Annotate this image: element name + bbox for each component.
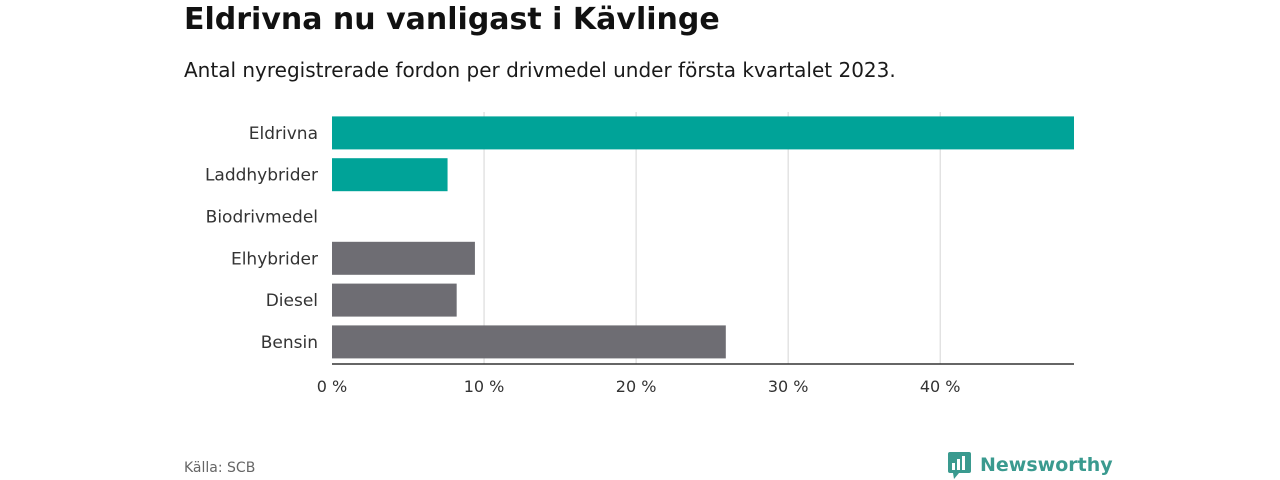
category-label: Laddhybrider (205, 166, 318, 186)
category-label: Biodrivmedel (206, 208, 318, 228)
category-label: Diesel (266, 291, 318, 311)
category-labels: Eldrivna Laddhybrider Biodrivmedel Elhybrid… (205, 124, 318, 353)
category-label: Eldrivna (249, 124, 318, 144)
brand-logo[interactable]: Newsworthy (947, 451, 1113, 479)
x-tick-label: 20 % (616, 377, 657, 396)
category-label: Elhybrider (231, 249, 318, 269)
x-tick-label: 10 % (464, 377, 505, 396)
bars (332, 116, 1074, 359)
grid-lines (483, 112, 941, 364)
newsworthy-logo-icon (948, 452, 971, 479)
bar[interactable] (332, 283, 457, 317)
x-tick-label: 40 % (920, 377, 961, 396)
bar[interactable] (332, 158, 448, 192)
x-tick-label: 30 % (768, 377, 809, 396)
category-label: Bensin (261, 333, 318, 353)
bar[interactable] (332, 241, 475, 275)
chart-subtitle: Antal nyregistrerade fordon per drivmede… (184, 58, 896, 82)
x-tick-label: 0 % (317, 377, 347, 396)
bar[interactable] (332, 116, 1074, 150)
chart-title: Eldrivna nu vanligast i Kävlinge (184, 2, 720, 37)
brand-name: Newsworthy (980, 454, 1113, 476)
source-note: Källa: SCB (184, 460, 256, 476)
bar[interactable] (332, 325, 726, 359)
x-axis: 0 % 10 % 20 % 30 % 40 % (317, 363, 1074, 396)
